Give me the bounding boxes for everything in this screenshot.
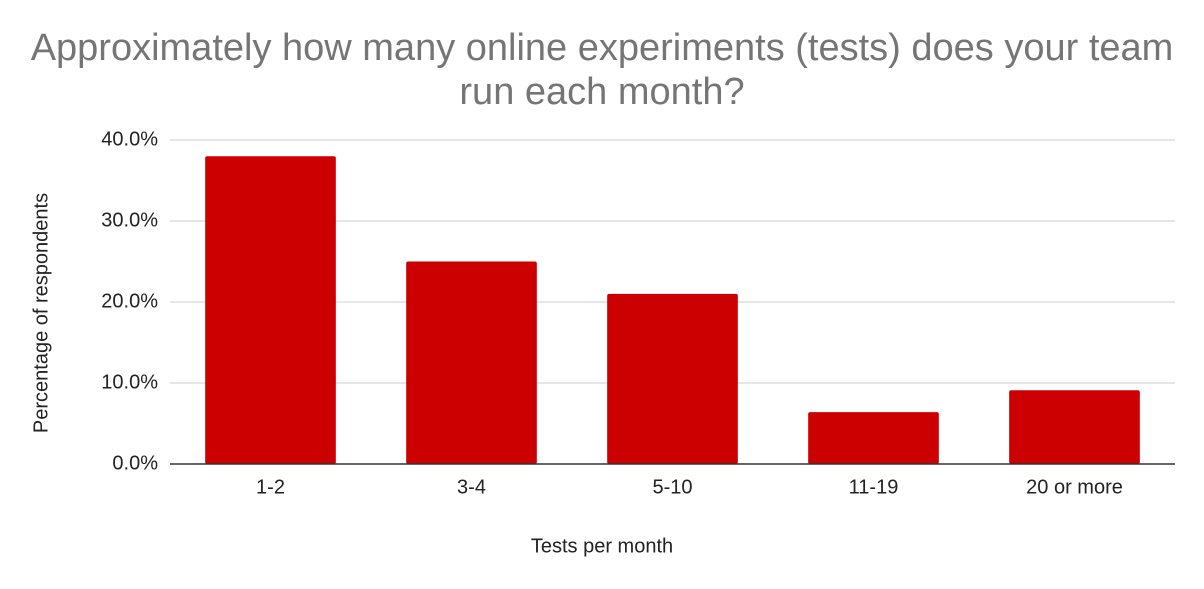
x-tick-label: 5-10 [652,476,692,498]
y-tick-label: 20.0% [101,290,158,312]
x-axis-title: Tests per month [531,535,673,557]
y-tick-label: 10.0% [101,371,158,393]
x-tick-label: 11-19 [849,476,899,498]
chart-title: Approximately how many online experiment… [30,27,1174,113]
bar [1009,390,1140,464]
y-axis-title: Percentage of respondents [30,193,52,433]
x-tick-label: 1-2 [256,476,285,498]
x-tick-label: 3-4 [457,476,486,498]
y-tick-label: 0.0% [112,452,158,474]
bar [607,293,738,464]
bar [406,261,537,464]
x-tick-label: 20 or more [1026,476,1123,498]
y-tick-label: 40.0% [101,128,158,150]
y-tick-label: 30.0% [101,209,158,231]
bar [808,412,939,464]
bar [205,156,336,464]
